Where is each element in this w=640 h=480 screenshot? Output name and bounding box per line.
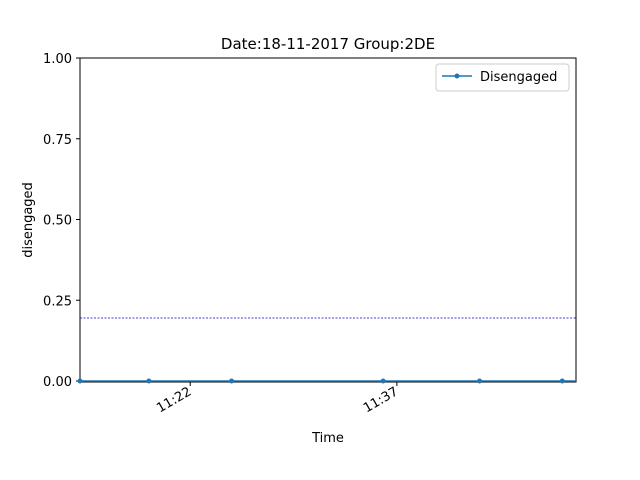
data-point	[380, 378, 386, 384]
chart-title: Date:18-11-2017 Group:2DE	[221, 35, 435, 53]
legend: Disengaged	[435, 63, 570, 92]
y-tick-label: 0.50	[43, 214, 72, 229]
legend-box	[435, 63, 570, 92]
y-axis-label: disengaged	[21, 182, 36, 258]
legend-entry-disengaged: Disengaged	[480, 70, 557, 85]
data-point	[77, 378, 83, 384]
legend-marker-swatch	[454, 73, 460, 79]
data-point	[477, 378, 483, 384]
y-tick-label: 0.75	[43, 133, 72, 148]
y-tick-label: 0.25	[43, 294, 72, 309]
y-axis: 0.00 0.25 0.50 0.75 1.00	[43, 52, 80, 390]
y-tick-label: 1.00	[43, 52, 72, 67]
data-point	[229, 378, 235, 384]
y-tick-label: 0.00	[43, 375, 72, 390]
data-point	[559, 378, 565, 384]
series-disengaged	[77, 378, 576, 384]
x-axis-label: Time	[311, 431, 344, 446]
data-point	[146, 378, 152, 384]
